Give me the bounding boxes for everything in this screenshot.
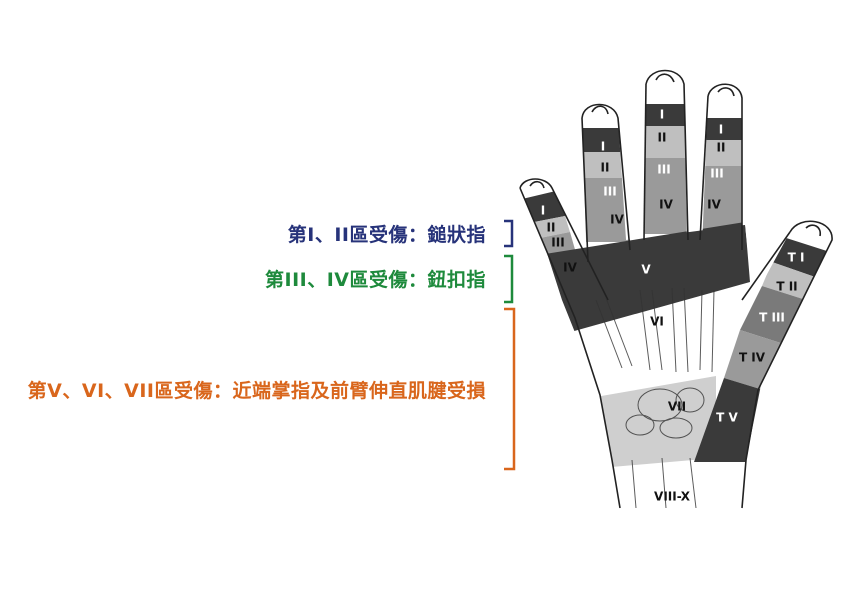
zone-label-viii-x: VIII-X	[654, 490, 691, 504]
zone-label-i-little: I	[541, 204, 545, 218]
zone-label-ii-ring: II	[601, 161, 610, 175]
zone-label-t3: T III	[759, 311, 785, 325]
zone-label-i-middle: I	[660, 108, 664, 122]
zone-label-vii: VII	[668, 400, 686, 414]
zone-label-ii-middle: II	[658, 131, 667, 145]
bracket-group-2	[504, 254, 514, 304]
zone-label-iv-little: IV	[563, 261, 577, 275]
zone-label-v: V	[641, 263, 651, 277]
label-zone-5-7-proximal: 第V、VI、VII區受傷：近端掌指及前臂伸直肌腱受損	[27, 380, 486, 402]
zone-label-t5: T V	[716, 411, 738, 425]
zone-label-ii-index: II	[717, 141, 726, 155]
bracket-group-1	[504, 219, 514, 248]
zone-label-i-ring: I	[601, 140, 605, 154]
bracket-group-3	[504, 307, 516, 471]
zone-label-iii-ring: III	[603, 185, 616, 199]
zone-label-iv-middle: IV	[659, 198, 673, 212]
hand-bones	[595, 287, 715, 509]
zone-label-iii-middle: III	[657, 163, 670, 177]
label-zone-1-2-mallet-finger: 第I、II區受傷：鎚狀指	[287, 224, 486, 246]
zone-label-ii-little: II	[547, 221, 556, 235]
zone-label-iv-ring: IV	[610, 213, 624, 227]
zone-label-iii-little: III	[551, 236, 564, 250]
zone-labels: I II III IV I II III IV I II III IV I II…	[541, 108, 805, 504]
zone-label-vi: VI	[650, 315, 664, 329]
zone-label-iii-index: III	[710, 167, 723, 181]
zone-label-t4: T IV	[739, 351, 766, 365]
hand-outline	[519, 69, 833, 509]
label-zone-3-4-boutonniere: 第III、IV區受傷：鈕扣指	[265, 269, 486, 291]
zone-label-t1: T I	[788, 251, 805, 265]
zone-label-t2: T II	[776, 280, 797, 294]
zone-label-iv-index: IV	[707, 198, 721, 212]
zone-label-i-index: I	[719, 123, 723, 137]
